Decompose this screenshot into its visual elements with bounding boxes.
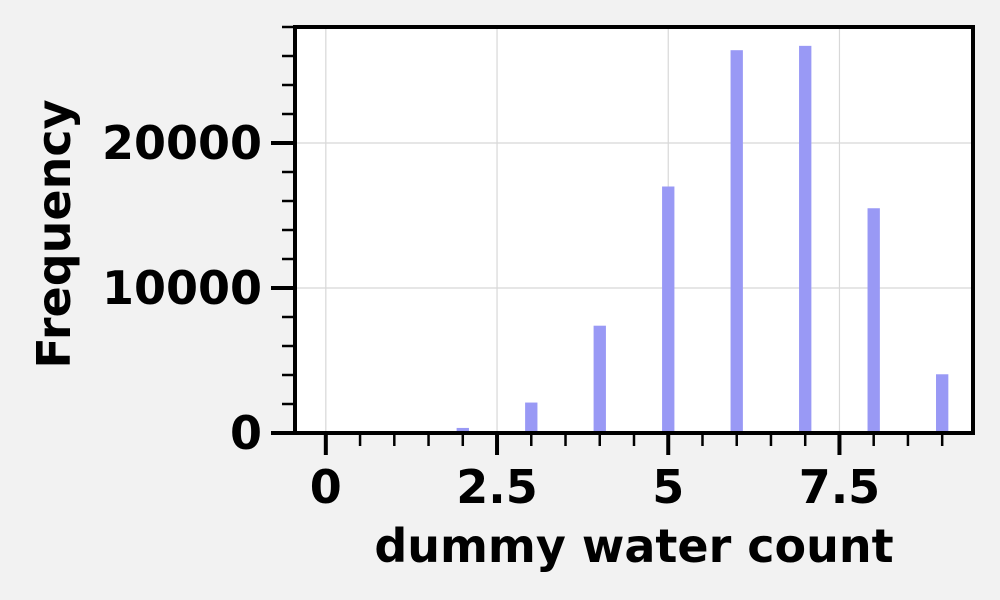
- bar: [799, 45, 812, 433]
- y-tick-label: 0: [230, 406, 262, 460]
- x-tick-label: 5: [652, 460, 684, 514]
- y-tick-label: 20000: [102, 116, 262, 170]
- y-tick-label: 10000: [102, 261, 262, 315]
- x-tick-label: 0: [310, 460, 342, 514]
- x-tick-label: 7.5: [799, 460, 881, 514]
- bar: [456, 427, 469, 433]
- minor-ticks: [282, 25, 944, 446]
- bar: [662, 186, 675, 433]
- bar: [730, 50, 743, 433]
- bars: [456, 45, 949, 433]
- bar: [525, 402, 538, 433]
- y-axis-label: Frequency: [27, 99, 81, 368]
- plot-frame: [293, 25, 975, 435]
- plot-background: [295, 27, 973, 433]
- major-ticks: [271, 141, 842, 455]
- x-tick-label: 2.5: [456, 460, 538, 514]
- tick-labels: 0 2.5 5 7.5 0 10000 20000: [102, 116, 880, 514]
- x-axis-label: dummy water count: [374, 519, 893, 573]
- bar: [936, 374, 949, 433]
- bar: [867, 208, 880, 433]
- bar: [593, 325, 606, 433]
